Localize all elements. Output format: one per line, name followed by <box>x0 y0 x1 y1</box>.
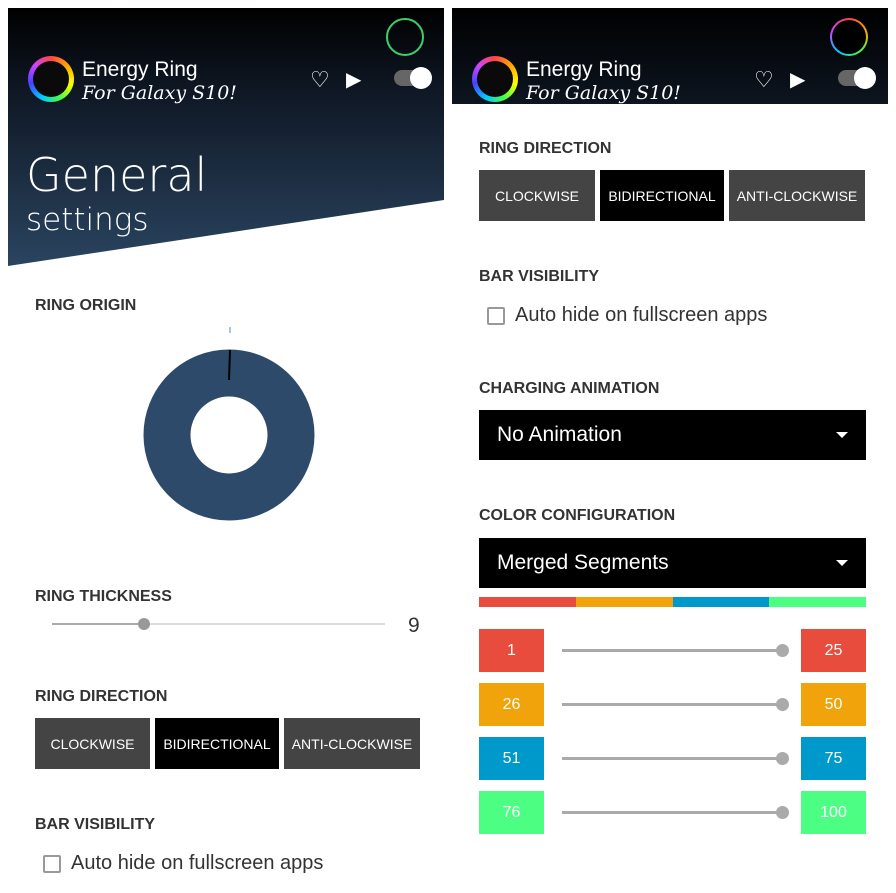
section-ring-origin: RING ORIGIN <box>35 297 137 314</box>
camera-ring-indicator <box>830 18 868 56</box>
section-bar-visibility: BAR VISIBILITY <box>35 816 156 833</box>
header <box>452 8 888 104</box>
section-charging-animation: CHARGING ANIMATION <box>479 380 660 397</box>
app-subtitle: For Galaxy S10! <box>526 82 681 104</box>
settings-panel-scrolled: Energy Ring For Galaxy S10! ♡ ▶ RING DIR… <box>452 8 888 893</box>
auto-hide-checkbox[interactable]: Auto hide on fullscreen apps <box>43 852 323 875</box>
clockwise-button[interactable]: CLOCKWISE <box>479 170 595 221</box>
heart-icon[interactable]: ♡ <box>754 67 774 92</box>
origin-marker[interactable] <box>228 349 231 381</box>
thickness-slider[interactable] <box>52 618 385 630</box>
section-bar-visibility: BAR VISIBILITY <box>479 268 600 285</box>
color-configuration-dropdown[interactable]: Merged Segments <box>479 538 866 588</box>
direction-buttons: CLOCKWISE BIDIRECTIONAL ANTI-CLOCKWISE <box>479 170 865 221</box>
dropdown-arrow-icon <box>836 432 848 438</box>
color-segment-row: 76 100 <box>479 791 866 834</box>
dropdown-arrow-icon <box>836 560 848 566</box>
anti-clockwise-button[interactable]: ANTI-CLOCKWISE <box>729 170 865 221</box>
direction-buttons: CLOCKWISE BIDIRECTIONAL ANTI-CLOCKWISE <box>35 718 420 769</box>
color-bar-segment <box>769 597 866 607</box>
segment-slider[interactable] <box>562 806 789 819</box>
section-ring-direction: RING DIRECTION <box>35 688 168 705</box>
color-segment-row: 26 50 <box>479 683 866 726</box>
section-color-configuration: COLOR CONFIGURATION <box>479 507 676 524</box>
color-segment-row: 51 75 <box>479 737 866 780</box>
color-preview-bar <box>479 597 866 607</box>
dropdown-value: Merged Segments <box>497 551 669 574</box>
app-logo-icon <box>472 56 518 102</box>
section-ring-direction: RING DIRECTION <box>479 140 612 157</box>
charging-animation-dropdown[interactable]: No Animation <box>479 410 866 460</box>
play-store-icon[interactable]: ▶ <box>790 69 806 91</box>
segment-slider[interactable] <box>562 644 789 657</box>
thickness-value: 9 <box>408 614 420 637</box>
segment-end[interactable]: 100 <box>801 791 866 834</box>
segment-start[interactable]: 1 <box>479 629 544 672</box>
app-name: Energy Ring <box>82 58 198 81</box>
color-bar-segment <box>575 597 673 607</box>
slider-thumb[interactable] <box>776 644 789 657</box>
slider-thumb[interactable] <box>138 618 150 630</box>
slider-thumb[interactable] <box>776 806 789 819</box>
segment-start[interactable]: 76 <box>479 791 544 834</box>
clockwise-button[interactable]: CLOCKWISE <box>35 718 150 769</box>
section-ring-thickness: RING THICKNESS <box>35 588 172 605</box>
segment-end[interactable]: 75 <box>801 737 866 780</box>
checkbox-icon[interactable] <box>43 854 61 873</box>
page-title: General <box>26 148 208 202</box>
segment-start[interactable]: 26 <box>479 683 544 726</box>
dropdown-value: No Animation <box>497 423 622 446</box>
checkbox-icon[interactable] <box>487 306 505 325</box>
page-subtitle: settings <box>26 202 149 238</box>
checkbox-label: Auto hide on fullscreen apps <box>71 852 324 874</box>
app-logo-icon <box>28 56 74 102</box>
play-store-icon[interactable]: ▶ <box>346 69 362 91</box>
color-bar-segment <box>672 597 770 607</box>
checkbox-label: Auto hide on fullscreen apps <box>515 304 768 326</box>
app-subtitle: For Galaxy S10! <box>82 82 237 104</box>
segment-end[interactable]: 25 <box>801 629 866 672</box>
color-bar-segment <box>479 597 576 607</box>
ring-donut <box>143 349 315 521</box>
auto-hide-checkbox[interactable]: Auto hide on fullscreen apps <box>487 304 767 327</box>
slider-thumb[interactable] <box>776 752 789 765</box>
segment-start[interactable]: 51 <box>479 737 544 780</box>
camera-ring-indicator <box>386 18 424 56</box>
enable-toggle[interactable] <box>394 67 432 89</box>
segment-end[interactable]: 50 <box>801 683 866 726</box>
enable-toggle[interactable] <box>838 67 876 89</box>
slider-thumb[interactable] <box>776 698 789 711</box>
segment-slider[interactable] <box>562 698 789 711</box>
ring-origin-picker[interactable] <box>138 323 318 528</box>
bidirectional-button[interactable]: BIDIRECTIONAL <box>155 718 279 769</box>
app-name: Energy Ring <box>526 58 642 81</box>
color-segment-row: 1 25 <box>479 629 866 672</box>
heart-icon[interactable]: ♡ <box>310 67 330 92</box>
segment-slider[interactable] <box>562 752 789 765</box>
general-settings-panel: Energy Ring For Galaxy S10! ♡ ▶ General … <box>8 8 444 893</box>
anti-clockwise-button[interactable]: ANTI-CLOCKWISE <box>284 718 420 769</box>
bidirectional-button[interactable]: BIDIRECTIONAL <box>600 170 724 221</box>
